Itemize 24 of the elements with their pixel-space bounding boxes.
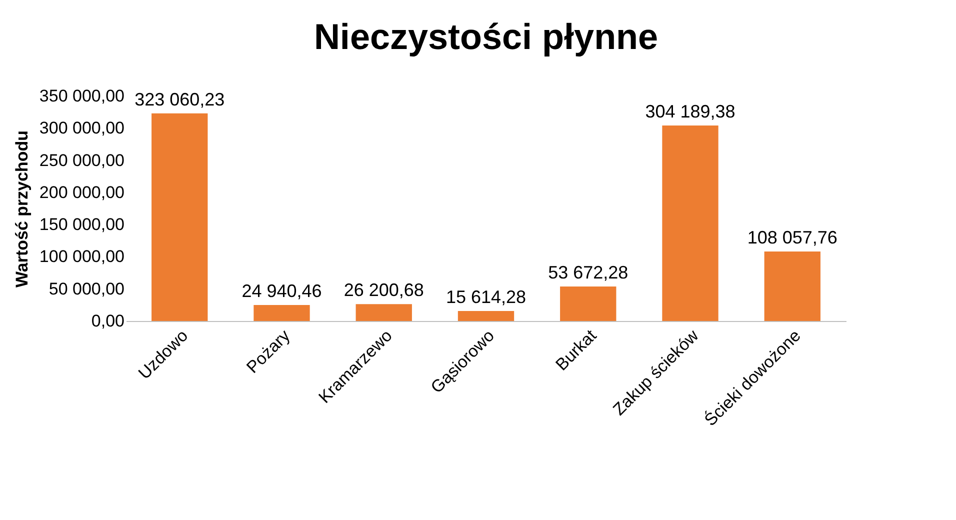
bar xyxy=(356,304,412,321)
data-label: 108 057,76 xyxy=(747,228,838,248)
data-label: 304 189,38 xyxy=(645,101,736,122)
y-tick-label: 50 000,00 xyxy=(48,279,124,298)
data-label: 15 614,28 xyxy=(446,286,526,307)
chart-title: Nieczystości płynne xyxy=(314,16,658,57)
y-tick-label: 0,00 xyxy=(91,312,124,330)
y-tick-label: 100 000,00 xyxy=(39,247,124,266)
y-tick-label: 250 000,00 xyxy=(39,150,124,170)
data-label: 53 672,28 xyxy=(548,262,628,282)
data-label: 24 940,46 xyxy=(242,280,322,301)
y-tick-label: 300 000,00 xyxy=(39,118,124,138)
y-axis-title: Wartość przychodu xyxy=(12,130,32,288)
bar xyxy=(458,310,514,321)
bar xyxy=(560,286,616,321)
bar xyxy=(254,304,310,321)
data-label: 323 060,23 xyxy=(134,89,225,110)
y-tick-label: 150 000,00 xyxy=(39,215,124,234)
bar xyxy=(662,125,718,321)
bar xyxy=(764,252,820,321)
y-tick-label: 350 000,00 xyxy=(39,86,124,106)
data-label: 26 200,68 xyxy=(344,280,424,300)
y-tick-label: 200 000,00 xyxy=(39,182,124,202)
bar xyxy=(152,113,208,321)
